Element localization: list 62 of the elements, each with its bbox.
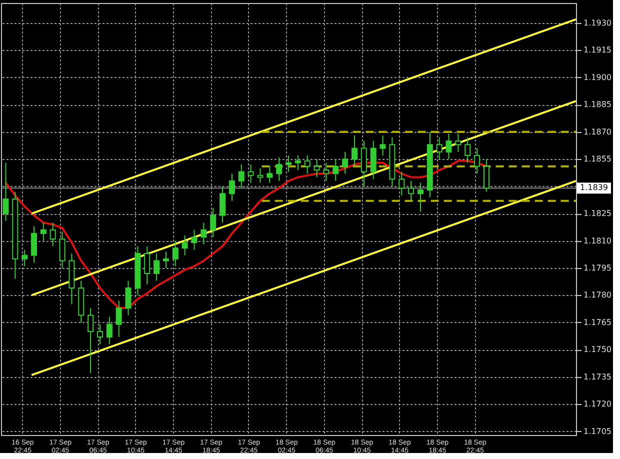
y-tick-label: 1.1705	[584, 426, 612, 436]
candlestick	[220, 186, 226, 224]
candlestick	[40, 222, 46, 242]
candlestick	[210, 208, 216, 238]
y-tick-label: 1.1930	[584, 18, 612, 28]
candlestick	[417, 182, 424, 212]
candlestick	[304, 154, 310, 174]
y-tick-label: 1.1795	[584, 264, 612, 273]
candlestick	[276, 156, 282, 182]
y-tick-label: 1.1825	[584, 209, 612, 218]
y-tick-label: 1.1720	[584, 400, 612, 409]
candlestick	[323, 162, 330, 182]
candlestick	[191, 229, 198, 250]
candlestick	[50, 222, 56, 247]
ref-line-label: 1.1839	[580, 183, 608, 192]
candlestick	[342, 151, 348, 174]
candlestick	[22, 249, 28, 267]
candlestick	[286, 154, 292, 172]
candlestick	[332, 158, 339, 182]
candlestick	[314, 158, 320, 178]
candlestick	[116, 300, 122, 338]
candlestick	[351, 135, 358, 167]
candlestick	[436, 136, 442, 160]
candlestick	[474, 148, 480, 174]
y-tick-label: 1.1870	[584, 127, 612, 136]
candlestick	[380, 135, 386, 156]
candlestick	[266, 166, 273, 184]
y-tick-label: 1.1750	[584, 345, 612, 354]
candlestick	[446, 133, 452, 160]
y-tick-label: 1.1735	[584, 372, 612, 382]
y-tick-label: 1.1855	[584, 154, 612, 164]
candlestick	[2, 162, 9, 222]
candlestick	[294, 154, 301, 170]
candlestick	[370, 140, 376, 180]
candlestick	[182, 234, 188, 256]
candlestick	[408, 180, 414, 202]
y-tick-label: 1.1900	[584, 72, 612, 82]
y-tick-label: 1.1765	[584, 318, 612, 327]
candlestick	[96, 324, 103, 345]
y-tick-label: 1.1810	[584, 236, 612, 246]
candlestick	[483, 158, 490, 192]
candlestick	[144, 246, 150, 285]
candlestick	[125, 280, 132, 316]
candlestick	[398, 171, 405, 196]
candlestick	[172, 240, 178, 267]
candlestick	[200, 222, 207, 245]
candlestick	[464, 136, 471, 164]
candlestick	[248, 164, 254, 184]
candlestick	[238, 164, 244, 189]
candlestick	[257, 168, 264, 184]
candlestick	[360, 140, 367, 187]
candlestick	[106, 316, 112, 345]
candlestick	[228, 173, 235, 202]
candlestick	[88, 307, 94, 374]
y-tick-label: 1.1915	[584, 46, 612, 55]
candlestick	[30, 226, 37, 264]
y-tick-label: 1.1780	[584, 290, 612, 300]
candlestick	[162, 251, 169, 269]
y-tick-label: 1.1885	[584, 100, 612, 110]
candlestick	[455, 133, 462, 152]
candlestick	[154, 252, 160, 282]
candlestick	[59, 231, 66, 269]
